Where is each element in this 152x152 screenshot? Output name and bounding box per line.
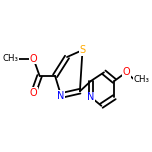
Text: N: N [87, 92, 95, 102]
Text: CH₃: CH₃ [2, 54, 18, 63]
Text: O: O [122, 67, 130, 77]
Text: O: O [30, 54, 37, 64]
Text: O: O [30, 88, 37, 98]
Text: CH₃: CH₃ [134, 75, 150, 84]
Text: S: S [79, 45, 86, 55]
Text: N: N [57, 90, 65, 100]
